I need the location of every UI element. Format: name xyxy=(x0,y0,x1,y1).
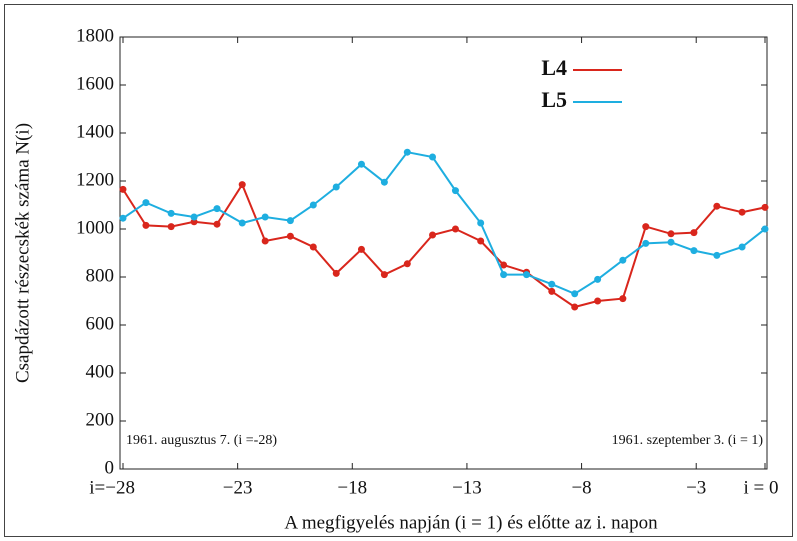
data-point xyxy=(761,225,769,233)
data-point xyxy=(451,225,459,233)
data-point xyxy=(309,243,317,251)
data-point xyxy=(619,295,627,303)
data-point xyxy=(238,181,246,189)
x-tick-label: −23 xyxy=(223,477,253,498)
data-point xyxy=(190,213,198,221)
data-point xyxy=(738,208,746,216)
data-point xyxy=(690,247,698,255)
data-point xyxy=(451,187,459,195)
data-point xyxy=(213,205,221,213)
data-point xyxy=(477,219,485,227)
y-axis-label: Csapdázott részecskék száma N(i) xyxy=(12,123,33,383)
y-tick-label: 800 xyxy=(86,265,115,286)
data-point xyxy=(142,199,150,207)
frame xyxy=(4,4,793,537)
data-point xyxy=(429,153,437,161)
data-point xyxy=(690,229,698,237)
data-point xyxy=(332,183,340,191)
data-point xyxy=(380,178,388,186)
data-point xyxy=(286,232,294,240)
x-tick-label: −3 xyxy=(686,477,706,498)
series-line xyxy=(122,182,766,309)
data-point xyxy=(548,287,556,295)
data-point xyxy=(213,220,221,228)
data-point xyxy=(261,237,269,245)
data-point xyxy=(500,271,508,279)
data-point xyxy=(548,280,556,288)
data-point xyxy=(309,201,317,209)
x-tick-label: −18 xyxy=(337,477,367,498)
annotation: 1961. augusztus 7. (i =-28) xyxy=(126,433,277,448)
data-point xyxy=(619,256,627,264)
data-point xyxy=(594,275,602,283)
series-line xyxy=(122,151,766,295)
y-tick-label: 600 xyxy=(86,313,115,334)
data-point xyxy=(119,214,127,222)
data-point xyxy=(167,223,175,231)
y-tick-label: 1800 xyxy=(76,25,114,46)
data-point xyxy=(429,231,437,239)
data-point xyxy=(594,297,602,305)
data-point xyxy=(261,213,269,221)
data-point xyxy=(119,185,127,193)
data-point xyxy=(332,269,340,277)
data-point xyxy=(667,230,675,238)
data-point xyxy=(523,271,531,279)
data-point xyxy=(713,202,721,210)
data-point xyxy=(380,271,388,279)
y-tick-label: 0 xyxy=(105,457,115,478)
data-point xyxy=(713,251,721,259)
data-point xyxy=(477,237,485,245)
data-point xyxy=(357,160,365,168)
data-point xyxy=(357,245,365,253)
data-point xyxy=(142,221,150,229)
data-point xyxy=(571,303,579,311)
data-point xyxy=(167,209,175,217)
legend-label: L5 xyxy=(541,87,567,112)
data-point xyxy=(571,290,579,298)
y-tick-label: 1200 xyxy=(76,169,114,190)
x-axis-label: A megfigyelés napján (i = 1) és előtte a… xyxy=(284,512,658,533)
data-point xyxy=(403,148,411,156)
y-tick-label: 200 xyxy=(86,409,115,430)
y-tick-label: 1000 xyxy=(76,217,114,238)
data-point xyxy=(642,239,650,247)
x-tick-label: −13 xyxy=(452,477,482,498)
data-point xyxy=(403,260,411,268)
data-point xyxy=(738,243,746,251)
data-point xyxy=(190,218,198,226)
data-point xyxy=(238,219,246,227)
y-tick-label: 400 xyxy=(86,361,115,382)
y-tick-label: 1400 xyxy=(76,121,114,142)
plot-area xyxy=(119,36,768,470)
data-point xyxy=(642,223,650,231)
x-tick-label: −8 xyxy=(571,477,591,498)
data-point xyxy=(667,238,675,246)
annotation: 1961. szeptember 3. (i = 1) xyxy=(612,433,764,448)
y-tick-label: 1600 xyxy=(76,73,114,94)
data-point xyxy=(761,203,769,211)
data-point xyxy=(286,217,294,225)
x-tick-label: i=−28 xyxy=(89,477,135,498)
legend-label: L4 xyxy=(541,55,567,80)
x-tick-label: i = 0 xyxy=(744,477,779,498)
data-point xyxy=(500,261,508,269)
